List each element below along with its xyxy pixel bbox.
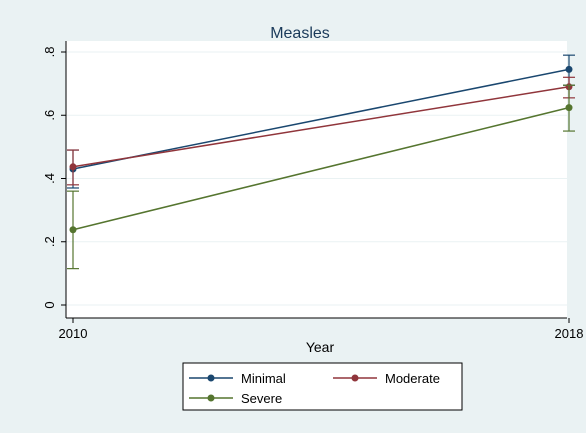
series-line xyxy=(72,106,570,231)
data-point xyxy=(565,65,573,73)
legend-swatch-marker xyxy=(207,374,215,382)
y-tick-label: .8 xyxy=(42,47,57,58)
legend-item-moderate: Moderate xyxy=(333,371,440,386)
data-point xyxy=(69,226,77,234)
x-tick-label: 2010 xyxy=(59,326,88,341)
legend-item-minimal: Minimal xyxy=(189,371,286,386)
x-axis-title: Year xyxy=(306,339,335,355)
series-layer xyxy=(67,54,575,270)
legend-item-severe: Severe xyxy=(189,391,282,406)
grid-lines xyxy=(66,51,567,306)
legend-swatch-marker xyxy=(351,374,359,382)
plot-area xyxy=(66,41,567,318)
legend-label: Severe xyxy=(241,391,282,406)
series-line xyxy=(72,68,570,170)
legend-swatch-marker xyxy=(207,394,215,402)
y-tick-label: 0 xyxy=(42,301,57,308)
legend-label: Minimal xyxy=(241,371,286,386)
legend-box xyxy=(182,362,463,411)
legend-label: Moderate xyxy=(385,371,440,386)
data-point xyxy=(565,104,573,112)
y-tick-label: .2 xyxy=(42,236,57,247)
legend: Minimal Moderate Severe xyxy=(182,362,463,411)
chart-title: Measles xyxy=(270,25,330,42)
series-severe xyxy=(67,84,575,270)
y-axis: 0 .2 .4 .6 .8 xyxy=(42,41,67,318)
x-tick-label: 2018 xyxy=(555,326,584,341)
y-tick-label: .6 xyxy=(42,110,57,121)
x-axis: 2010 2018 xyxy=(59,317,584,341)
series-line xyxy=(72,86,570,168)
data-point xyxy=(69,163,77,171)
y-tick-label: .4 xyxy=(42,173,57,184)
